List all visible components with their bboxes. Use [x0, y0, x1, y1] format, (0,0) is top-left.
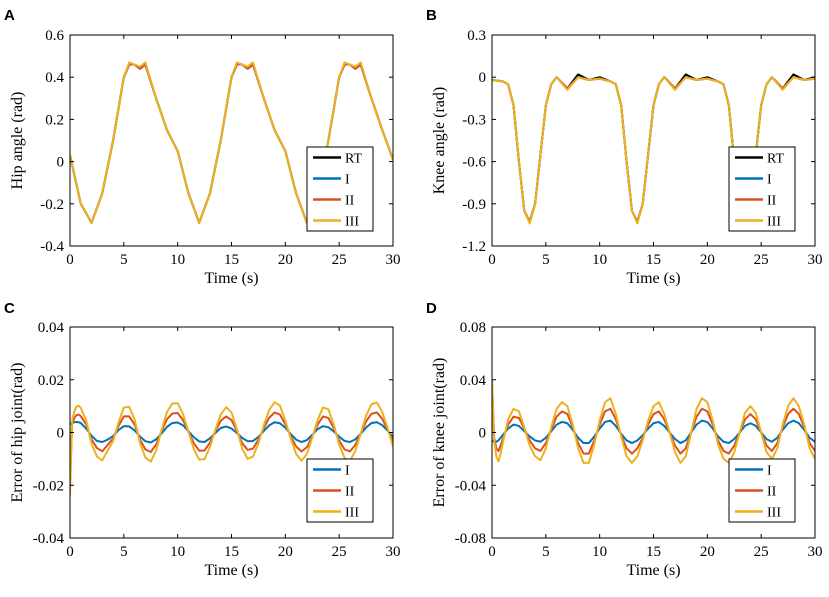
series-line-ii: [492, 382, 815, 455]
x-tick-label: 5: [542, 544, 550, 560]
series-line-iii: [70, 61, 393, 224]
y-tick-label: -0.4: [40, 239, 64, 255]
y-tick-label: -0.08: [455, 531, 486, 547]
y-tick-label: -0.3: [462, 112, 486, 128]
legend-label-iii: III: [767, 215, 781, 230]
panel-letter-a: A: [4, 7, 15, 24]
x-tick-label: 10: [592, 252, 607, 268]
y-tick-label: 0: [479, 70, 487, 86]
legend-label-ii: II: [345, 485, 355, 500]
series-line-iii: [70, 401, 393, 496]
y-tick-label: -0.9: [462, 197, 486, 213]
x-tick-label: 15: [646, 252, 661, 268]
panel-a: A 0 5 10 15 20 25 30 -0.4 -0.2 0 0.2 0.4 0.6 Time (s) H…: [4, 7, 401, 287]
y-tick-label: -0.6: [462, 155, 486, 171]
x-tick-label: 5: [120, 544, 128, 560]
y-tick-label: -1.2: [462, 239, 486, 255]
y-tick-label: 0.2: [45, 112, 64, 128]
panel-c: C 0 5 10 15 20 25 30 -0.04 -0.02 0 0.02 0.04 Time (s)…: [4, 300, 401, 579]
x-axis-label: Time (s): [626, 270, 680, 287]
legend-box: [728, 146, 796, 232]
x-tick-label: 30: [386, 544, 401, 560]
series-group: [70, 401, 393, 496]
legend-box: [306, 146, 374, 232]
y-tick-label: -0.04: [33, 531, 65, 547]
x-tick-label: 15: [224, 544, 239, 560]
x-tick-label: 0: [488, 544, 496, 560]
legend-label-i: I: [767, 464, 772, 479]
legend-label-rt: RT: [767, 152, 784, 167]
y-tick-label: 0.02: [38, 373, 64, 389]
y-tick-label: -0.02: [33, 478, 64, 494]
panel-b: B 0 5 10 15 20 25 30 -1.2 -0.9 -0.6 -0.3 0 0.3 Time (s…: [426, 7, 823, 287]
y-axis-label: Error of hip joint(rad): [9, 363, 26, 503]
y-axis-label: Error of knee joint(rad): [431, 358, 448, 508]
panel-letter-c: C: [4, 300, 15, 317]
y-tick-label: 0.04: [460, 373, 487, 389]
legend-label-i: I: [345, 464, 350, 479]
legend-label-ii: II: [345, 194, 355, 209]
legend-label-ii: II: [767, 194, 777, 209]
x-tick-label: 25: [332, 252, 347, 268]
y-tick-label: 0.04: [38, 320, 65, 336]
legend-label-iii: III: [345, 506, 359, 521]
x-tick-label: 25: [754, 252, 769, 268]
x-tick-label: 10: [170, 252, 185, 268]
panel-letter-b: B: [426, 7, 437, 24]
panel-letter-d: D: [426, 300, 437, 317]
x-axis-label: Time (s): [204, 562, 258, 579]
panel-d: D 0 5 10 15 20 25 30 -0.08 -0.04 0 0.04 0.08 Time (s)…: [426, 300, 823, 579]
x-tick-label: 0: [488, 252, 496, 268]
y-axis-label: Hip angle (rad): [9, 92, 26, 190]
y-tick-label: 0.3: [467, 28, 486, 44]
x-axis-label: Time (s): [204, 270, 258, 287]
x-tick-label: 0: [66, 252, 74, 268]
series-line-iii: [492, 379, 815, 464]
y-axis-label: Knee angle (rad): [431, 87, 448, 195]
x-tick-label: 20: [700, 544, 715, 560]
x-tick-label: 15: [224, 252, 239, 268]
x-tick-label: 30: [386, 252, 401, 268]
legend-label-ii: II: [767, 485, 777, 500]
series-line-i: [492, 419, 815, 445]
y-tick-label: 0.6: [45, 28, 64, 44]
legend-label-iii: III: [767, 506, 781, 521]
x-tick-label: 10: [170, 544, 185, 560]
x-tick-label: 20: [278, 252, 293, 268]
x-tick-label: 20: [700, 252, 715, 268]
legend-label-i: I: [767, 173, 772, 188]
legend-label-i: I: [345, 173, 350, 188]
x-tick-label: 25: [332, 544, 347, 560]
x-axis-label: Time (s): [626, 562, 680, 579]
x-tick-label: 0: [66, 544, 74, 560]
y-tick-label: -0.2: [40, 197, 64, 213]
y-tick-label: 0: [57, 426, 65, 442]
series-group: [492, 379, 815, 464]
legend-label-rt: RT: [345, 152, 362, 167]
y-tick-label: 0.08: [460, 320, 486, 336]
x-tick-label: 5: [542, 252, 550, 268]
x-tick-label: 5: [120, 252, 128, 268]
legend-label-iii: III: [345, 215, 359, 230]
x-tick-label: 15: [646, 544, 661, 560]
x-tick-label: 25: [754, 544, 769, 560]
x-tick-label: 20: [278, 544, 293, 560]
series-group: [70, 61, 393, 224]
y-tick-label: 0: [479, 426, 487, 442]
x-tick-label: 30: [808, 252, 823, 268]
y-tick-label: -0.04: [455, 478, 487, 494]
x-tick-label: 30: [808, 544, 823, 560]
x-tick-label: 10: [592, 544, 607, 560]
y-tick-label: 0: [57, 155, 65, 171]
y-tick-label: 0.4: [45, 70, 64, 86]
